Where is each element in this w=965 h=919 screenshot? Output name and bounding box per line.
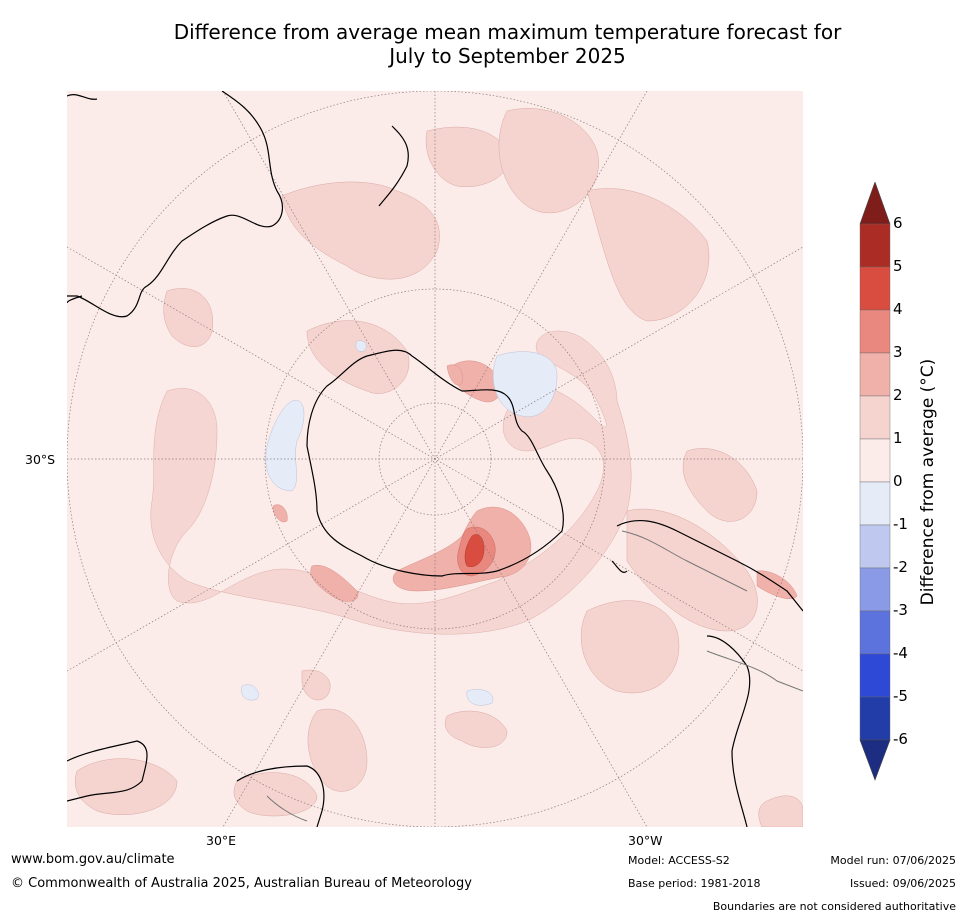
title-line-2: July to September 2025 [389, 44, 626, 68]
colorbar-segment [859, 696, 891, 741]
footer-disclaimer: Boundaries are not considered authoritat… [712, 900, 956, 913]
footer-model-run: Model run: 07/06/2025 [830, 854, 956, 867]
colorbar-tick-label: 0 [893, 472, 903, 490]
lon-label-30w: 30°W [628, 833, 663, 848]
footer-issued: Issued: 09/06/2025 [849, 877, 956, 890]
footer-copyright: © Commonwealth of Australia 2025, Austra… [11, 876, 472, 891]
colorbar-tick-label: 1 [893, 429, 903, 447]
colorbar-segments [859, 182, 891, 781]
colorbar-segment [859, 610, 891, 655]
graticule [67, 91, 803, 827]
colorbar-tick-label: -4 [893, 644, 908, 662]
colorbar-segment [859, 653, 891, 698]
footer-website: www.bom.gov.au/climate [11, 852, 175, 867]
colorbar-extend-top [859, 182, 891, 225]
colorbar-segment [859, 567, 891, 612]
coastlines [67, 91, 803, 827]
colorbar-segment [859, 223, 891, 268]
colorbar-tick-label: 5 [893, 257, 903, 275]
colorbar-tick-label: -6 [893, 730, 908, 748]
anomaly-negative-regions [241, 340, 558, 706]
colorbar-tick-label: -5 [893, 687, 908, 705]
chart-title: Difference from average mean maximum tem… [0, 20, 965, 68]
footer-model: Model: ACCESS-S2 [628, 854, 730, 867]
lat-label-30s: 30°S [25, 452, 56, 467]
colorbar-tick-label: -3 [893, 601, 908, 619]
country-boundaries [266, 530, 803, 822]
colorbar-segment [859, 524, 891, 569]
footer-base-period: Base period: 1981-2018 [628, 877, 761, 890]
colorbar [859, 182, 891, 781]
colorbar-segment [859, 438, 891, 483]
colorbar-segment [859, 395, 891, 440]
colorbar-segment [859, 309, 891, 354]
colorbar-tick-label: 3 [893, 343, 903, 361]
colorbar-tick-label: -2 [893, 558, 908, 576]
colorbar-segment [859, 352, 891, 397]
colorbar-tick-label: 2 [893, 386, 903, 404]
title-line-1: Difference from average mean maximum tem… [173, 20, 842, 44]
forecast-map [67, 91, 803, 827]
colorbar-segment [859, 266, 891, 311]
colorbar-segment [859, 481, 891, 526]
anomaly-4-5-regions [464, 534, 485, 567]
lon-label-30e: 30°E [206, 833, 237, 848]
colorbar-tick-label: -1 [893, 515, 908, 533]
colorbar-label: Difference from average (°C) [918, 358, 938, 606]
colorbar-extend-bottom [859, 739, 891, 781]
colorbar-tick-label: 4 [893, 300, 903, 318]
colorbar-tick-label: 6 [893, 214, 903, 232]
